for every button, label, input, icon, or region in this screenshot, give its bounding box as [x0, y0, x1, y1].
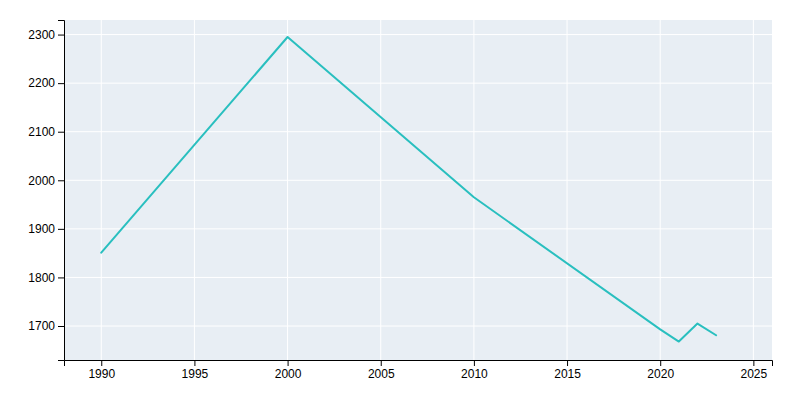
- grid-line-y: [64, 326, 772, 327]
- x-tick: 2005: [368, 360, 395, 381]
- x-axis-line: [65, 361, 773, 367]
- grid: [64, 20, 772, 360]
- y-tick-mark: [58, 229, 64, 230]
- y-tick: 2100: [28, 125, 64, 139]
- x-tick-label: 2010: [461, 367, 488, 381]
- x-tick-label: 2015: [554, 367, 581, 381]
- y-tick-mark: [58, 132, 64, 133]
- y-tick-label: 1800: [28, 271, 55, 285]
- y-tick: 2200: [28, 76, 64, 90]
- x-tick: 2025: [741, 360, 768, 381]
- plot: 1990 1995 2000 2005 2010 2015 2020 2025 1700 1800…: [28, 20, 772, 381]
- y-tick-mark: [58, 35, 64, 36]
- grid-line-y: [64, 83, 772, 84]
- y-tick-mark: [58, 277, 64, 278]
- x-tick-label: 1995: [182, 367, 209, 381]
- x-tick: 2010: [461, 360, 488, 381]
- y-tick-label: 2200: [28, 76, 55, 90]
- y-tick-label: 2100: [28, 125, 55, 139]
- grid-line-y: [64, 228, 772, 229]
- chart-svg: 1990 1995 2000 2005 2010 2015 2020 2025 1700 1800…: [0, 0, 800, 400]
- x-tick-mark: [474, 360, 475, 366]
- grid-line-x: [101, 20, 102, 360]
- y-tick: 2300: [28, 28, 64, 42]
- x-tick-label: 1990: [88, 367, 115, 381]
- population-line: [101, 37, 716, 342]
- x-tick-mark: [288, 360, 289, 366]
- x-tick-label: 2025: [741, 367, 768, 381]
- x-tick: 1995: [182, 360, 209, 381]
- y-axis: 1700 1800 1900 2000 2100 2200 2300: [28, 21, 64, 361]
- x-tick: 2015: [554, 360, 581, 381]
- x-tick-label: 2000: [275, 367, 302, 381]
- grid-line-y: [64, 131, 772, 132]
- y-axis-line: [58, 21, 65, 361]
- x-tick-mark: [381, 360, 382, 366]
- x-tick: 2000: [275, 360, 302, 381]
- x-tick-mark: [101, 360, 102, 366]
- grid-line-x: [380, 20, 381, 360]
- x-tick-label: 2020: [647, 367, 674, 381]
- grid-line-x: [287, 20, 288, 360]
- y-tick-label: 1700: [28, 319, 55, 333]
- y-tick-label: 1900: [28, 222, 55, 236]
- y-tick-mark: [58, 180, 64, 181]
- y-tick: 1800: [28, 271, 64, 285]
- y-tick: 2000: [28, 174, 64, 188]
- x-axis: 1990 1995 2000 2005 2010 2015 2020 2025: [65, 360, 773, 381]
- x-tick-mark: [753, 360, 754, 366]
- grid-line-y: [64, 277, 772, 278]
- y-tick-label: 2300: [28, 28, 55, 42]
- x-tick: 2020: [647, 360, 674, 381]
- grid-line-y: [64, 180, 772, 181]
- y-tick-mark: [58, 326, 64, 327]
- grid-line-x: [194, 20, 195, 360]
- x-tick: 1990: [88, 360, 115, 381]
- plot-background: [64, 20, 772, 360]
- marks: [101, 37, 716, 342]
- grid-line-x: [473, 20, 474, 360]
- y-tick-mark: [58, 83, 64, 84]
- x-tick-mark: [194, 360, 195, 366]
- x-tick-mark: [660, 360, 661, 366]
- grid-line-y: [64, 34, 772, 35]
- x-tick-mark: [567, 360, 568, 366]
- grid-line-x: [660, 20, 661, 360]
- grid-line-x: [753, 20, 754, 360]
- y-tick: 1700: [28, 319, 64, 333]
- y-tick: 1900: [28, 222, 64, 236]
- x-tick-label: 2005: [368, 367, 395, 381]
- grid-line-x: [567, 20, 568, 360]
- y-tick-label: 2000: [28, 174, 55, 188]
